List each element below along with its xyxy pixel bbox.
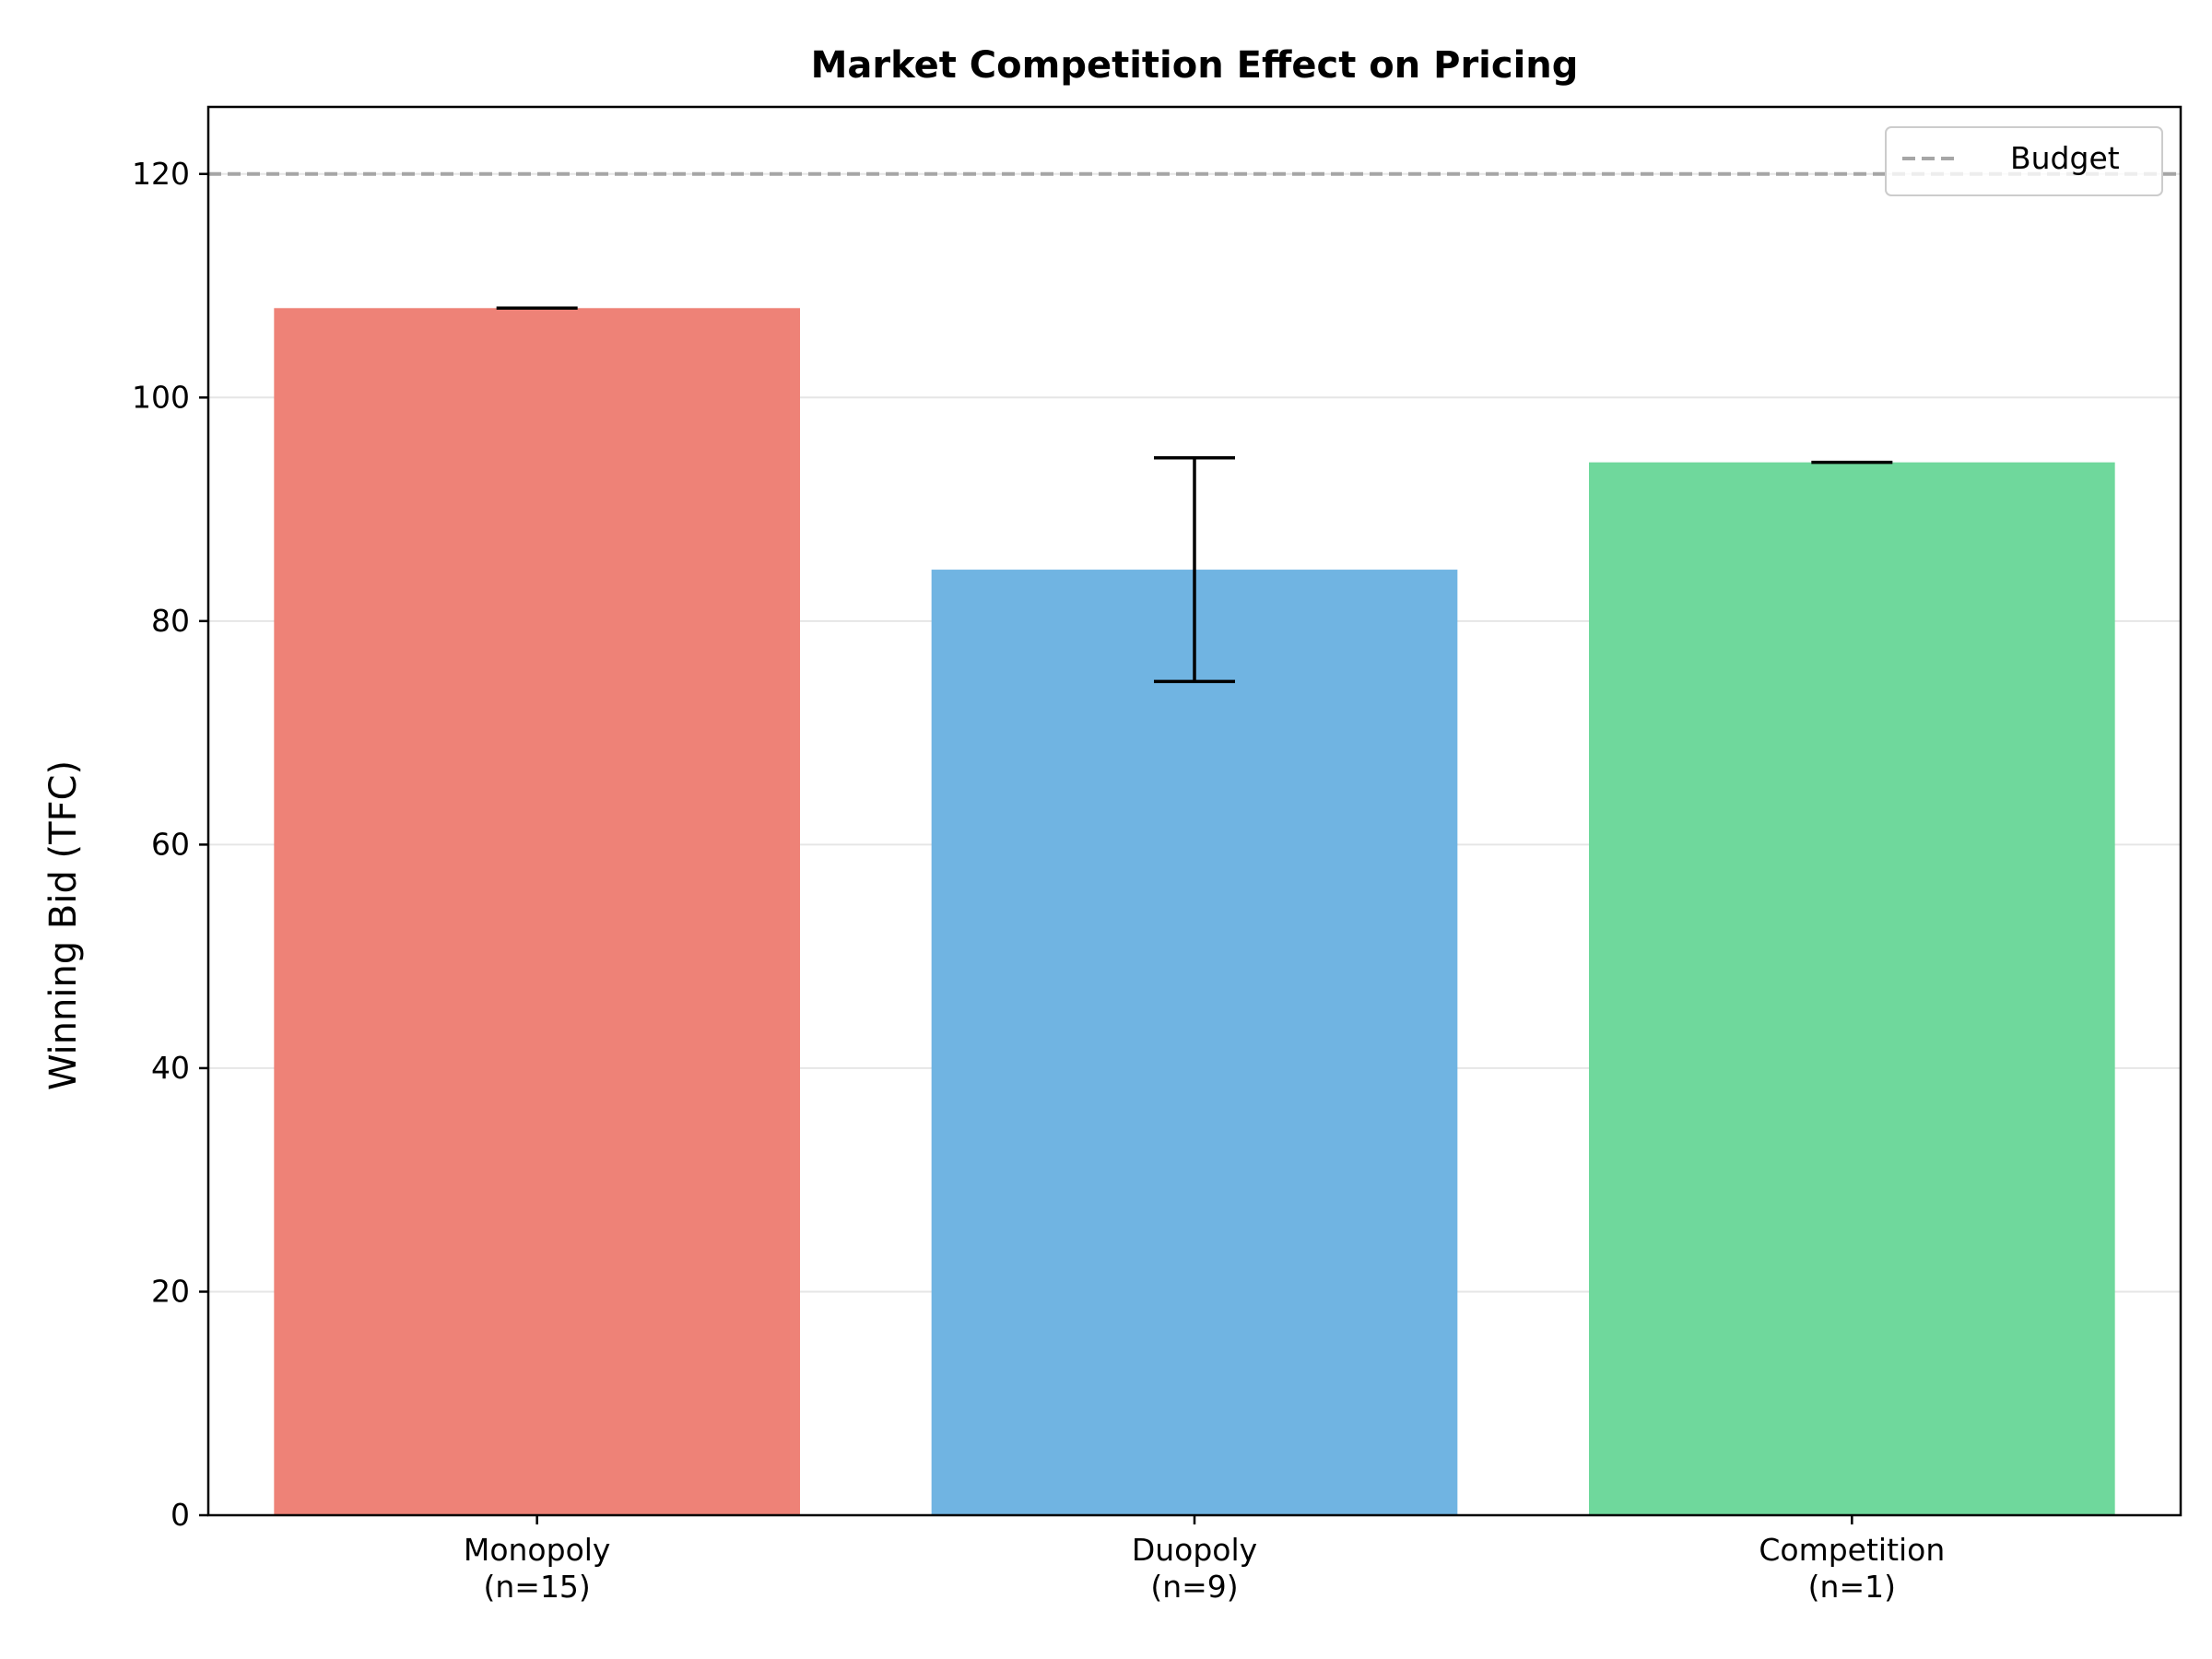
y-tick-label-60: 60	[151, 826, 190, 862]
y-tick-label-0: 0	[171, 1497, 190, 1533]
y-tick-label-80: 80	[151, 603, 190, 639]
y-tick-label-120: 120	[132, 156, 190, 192]
legend-label-budget: Budget	[2010, 140, 2120, 176]
bar-competition	[1589, 462, 2115, 1516]
y-axis-label: Winning Bid (TFC)	[42, 760, 85, 1090]
legend-box	[1885, 126, 2163, 196]
bars	[274, 308, 2115, 1516]
y-tick-label-100: 100	[132, 379, 190, 415]
x-tick-label-monopoly: Monopoly	[464, 1532, 611, 1568]
bar-monopoly	[274, 308, 800, 1516]
x-tick-count-duopoly: (n=9)	[1150, 1569, 1238, 1605]
chart-title: Market Competition Effect on Pricing	[811, 44, 1579, 87]
y-tick-label-20: 20	[151, 1273, 190, 1309]
x-tick-count-competition: (n=1)	[1808, 1569, 1896, 1605]
bar-duopoly	[931, 570, 1458, 1515]
x-ticks: Monopoly(n=15) Duopoly(n=9) Competition(n=…	[464, 1515, 1945, 1605]
x-tick-label-duopoly: Duopoly	[1132, 1532, 1257, 1568]
y-ticks: 0 20 40 60 80 100 120	[132, 156, 208, 1533]
y-tick-label-40: 40	[151, 1050, 190, 1086]
x-tick-label-competition: Competition	[1759, 1532, 1945, 1568]
x-tick-count-monopoly: (n=15)	[484, 1569, 591, 1605]
legend: Budget	[1885, 126, 2163, 196]
error-bars	[496, 306, 1893, 684]
